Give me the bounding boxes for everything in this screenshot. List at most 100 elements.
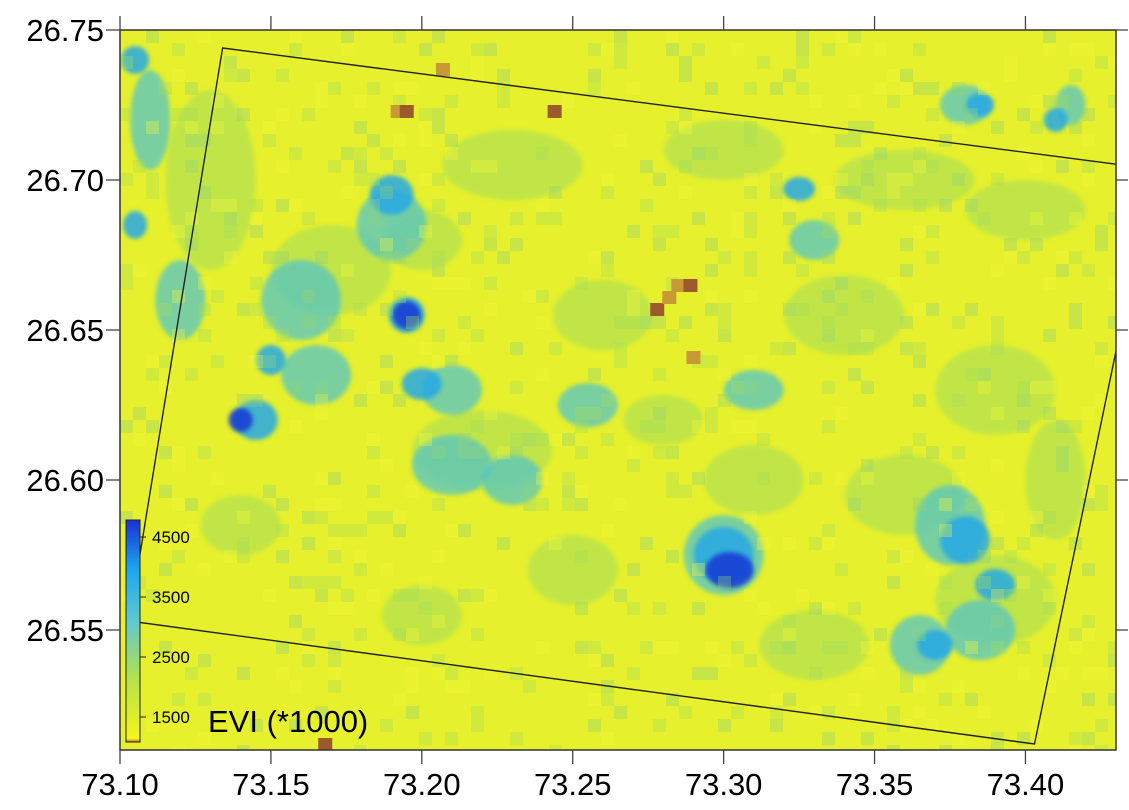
raster-pixel xyxy=(315,381,328,394)
raster-pixel xyxy=(679,316,692,329)
raster-pixel xyxy=(224,251,237,264)
raster-pixel xyxy=(926,251,939,264)
raster-pixel xyxy=(549,212,562,225)
raster-pixel xyxy=(315,251,328,264)
raster-pixel xyxy=(328,472,341,485)
raster-pixel xyxy=(627,563,640,576)
raster-pixel xyxy=(341,524,354,537)
raster-pixel xyxy=(887,277,900,290)
raster-pixel xyxy=(744,264,757,277)
raster-pixel xyxy=(484,238,497,251)
raster-pixel xyxy=(796,264,809,277)
raster-pixel xyxy=(744,121,757,134)
raster-pixel xyxy=(354,303,367,316)
raster-pixel xyxy=(146,355,159,368)
raster-pixel xyxy=(328,680,341,693)
raster-pixel xyxy=(250,394,263,407)
raster-pixel xyxy=(146,30,159,43)
raster-pixel xyxy=(991,745,1004,750)
raster-pixel xyxy=(328,329,341,342)
raster-pixel xyxy=(419,134,432,147)
raster-pixel xyxy=(523,433,536,446)
raster-pixel xyxy=(120,264,133,277)
raster-pixel xyxy=(159,82,172,95)
raster-pixel xyxy=(588,82,601,95)
colorbar-label: 2500 xyxy=(152,648,190,667)
raster-pixel xyxy=(1004,238,1017,251)
raster-pixel xyxy=(991,329,1004,342)
raster-pixel xyxy=(302,108,315,121)
raster-pixel xyxy=(354,121,367,134)
raster-pixel xyxy=(198,654,211,667)
raster-pixel xyxy=(1095,485,1108,498)
raster-pixel xyxy=(445,277,458,290)
raster-pixel xyxy=(536,641,549,654)
raster-pixel xyxy=(653,225,666,238)
raster-pixel xyxy=(419,225,432,238)
raster-pixel xyxy=(783,212,796,225)
raster-pixel xyxy=(952,680,965,693)
raster-pixel xyxy=(835,303,848,316)
raster-pixel xyxy=(705,238,718,251)
raster-pixel xyxy=(497,69,510,82)
raster-pixel xyxy=(835,186,848,199)
raster-pixel xyxy=(172,329,185,342)
raster-pixel xyxy=(367,511,380,524)
raster-pixel xyxy=(835,173,848,186)
raster-pixel xyxy=(523,485,536,498)
raster-pixel xyxy=(822,537,835,550)
raster-pixel xyxy=(419,173,432,186)
raster-pixel xyxy=(549,342,562,355)
raster-pixel xyxy=(1004,69,1017,82)
dense-vegetation-patch xyxy=(401,368,442,400)
raster-pixel xyxy=(380,719,393,732)
raster-pixel xyxy=(1108,212,1116,225)
raster-pixel xyxy=(835,472,848,485)
raster-pixel xyxy=(978,706,991,719)
raster-pixel xyxy=(406,628,419,641)
raster-pixel xyxy=(458,316,471,329)
raster-pixel xyxy=(536,199,549,212)
raster-pixel xyxy=(471,706,484,719)
raster-pixel xyxy=(432,498,445,511)
raster-pixel xyxy=(666,550,679,563)
vegetation-patch xyxy=(442,130,583,200)
raster-pixel xyxy=(263,121,276,134)
raster-pixel xyxy=(341,602,354,615)
raster-pixel xyxy=(198,329,211,342)
raster-pixel xyxy=(1017,641,1030,654)
raster-pixel xyxy=(133,264,146,277)
raster-pixel xyxy=(367,381,380,394)
raster-pixel xyxy=(692,667,705,680)
raster-pixel xyxy=(289,147,302,160)
raster-pixel xyxy=(900,264,913,277)
x-tick-label: 73.15 xyxy=(232,767,310,802)
raster-pixel xyxy=(952,446,965,459)
raster-pixel xyxy=(783,251,796,264)
raster-pixel xyxy=(146,589,159,602)
raster-pixel xyxy=(913,680,926,693)
raster-pixel xyxy=(692,43,705,56)
raster-pixel xyxy=(1082,173,1095,186)
raster-pixel xyxy=(432,615,445,628)
raster-pixel xyxy=(510,446,523,459)
raster-pixel xyxy=(172,745,185,750)
raster-pixel xyxy=(471,420,484,433)
raster-pixel xyxy=(302,641,315,654)
raster-pixel xyxy=(198,186,211,199)
raster-pixel xyxy=(978,576,991,589)
raster-pixel xyxy=(185,134,198,147)
raster-pixel xyxy=(250,199,263,212)
raster-pixel xyxy=(900,69,913,82)
raster-pixel xyxy=(718,719,731,732)
raster-pixel xyxy=(328,316,341,329)
raster-pixel xyxy=(211,199,224,212)
raster-pixel xyxy=(315,706,328,719)
raster-pixel xyxy=(614,43,627,56)
raster-pixel xyxy=(614,342,627,355)
raster-pixel xyxy=(458,212,471,225)
raster-pixel xyxy=(328,641,341,654)
raster-pixel xyxy=(1017,108,1030,121)
raster-pixel xyxy=(770,186,783,199)
dense-vegetation-patch xyxy=(966,93,995,117)
